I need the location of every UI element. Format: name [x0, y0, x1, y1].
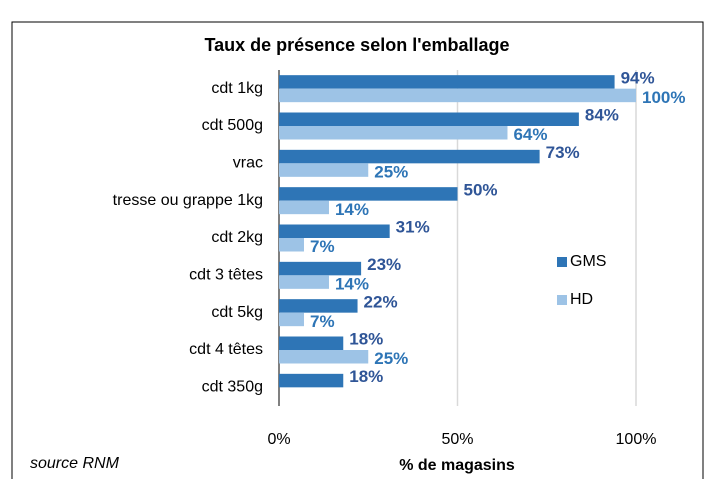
value-label: 22% — [364, 292, 398, 311]
bar — [279, 275, 329, 289]
bar — [279, 200, 329, 215]
bar — [279, 312, 304, 327]
value-label: 14% — [335, 275, 369, 294]
value-label: 23% — [367, 255, 401, 274]
x-tick-label: 0% — [267, 431, 290, 448]
bar — [279, 261, 362, 276]
bar — [279, 187, 458, 201]
value-label: 100% — [642, 88, 685, 107]
y-tick-label: tresse ou grappe 1kg — [113, 192, 263, 209]
legend-swatch — [557, 295, 567, 305]
value-label: 7% — [310, 312, 335, 331]
bar — [279, 299, 358, 313]
value-label: 25% — [374, 349, 408, 368]
legend-label: GMS — [570, 253, 606, 270]
bar — [279, 224, 390, 238]
bar — [279, 238, 304, 252]
value-label: 64% — [513, 125, 547, 144]
y-tick-label: cdt 350g — [202, 379, 263, 396]
x-tick-label: 50% — [441, 431, 473, 448]
x-tick-label: 100% — [616, 431, 657, 448]
chart-title: Taux de présence selon l'emballage — [204, 35, 509, 55]
y-tick-label: cdt 4 têtes — [189, 341, 263, 358]
y-tick-label: vrac — [233, 155, 263, 172]
bar — [279, 163, 369, 177]
y-tick-label: cdt 5kg — [211, 304, 263, 321]
bar — [279, 149, 540, 164]
bar — [279, 75, 615, 89]
value-label: 14% — [335, 200, 369, 219]
bar — [279, 88, 636, 103]
bar — [279, 350, 369, 364]
value-label: 50% — [464, 180, 498, 199]
bar — [279, 126, 508, 140]
legend-label: HD — [570, 291, 593, 308]
bar — [279, 373, 344, 388]
value-label: 94% — [621, 68, 655, 87]
legend-swatch — [557, 257, 567, 267]
value-label: 18% — [349, 367, 383, 386]
y-tick-label: cdt 500g — [202, 117, 263, 134]
value-label: 7% — [310, 237, 335, 256]
bar — [279, 336, 344, 350]
y-tick-label: cdt 1kg — [211, 80, 263, 97]
y-tick-label: cdt 3 têtes — [189, 267, 263, 284]
value-label: 84% — [585, 106, 619, 125]
x-axis-label: % de magasins — [399, 457, 515, 474]
bar — [279, 112, 579, 126]
value-label: 31% — [396, 218, 430, 237]
value-label: 73% — [546, 143, 580, 162]
y-tick-label: cdt 2kg — [211, 229, 263, 246]
source-note: source RNM — [30, 455, 120, 472]
value-label: 18% — [349, 330, 383, 349]
value-label: 25% — [374, 163, 408, 182]
